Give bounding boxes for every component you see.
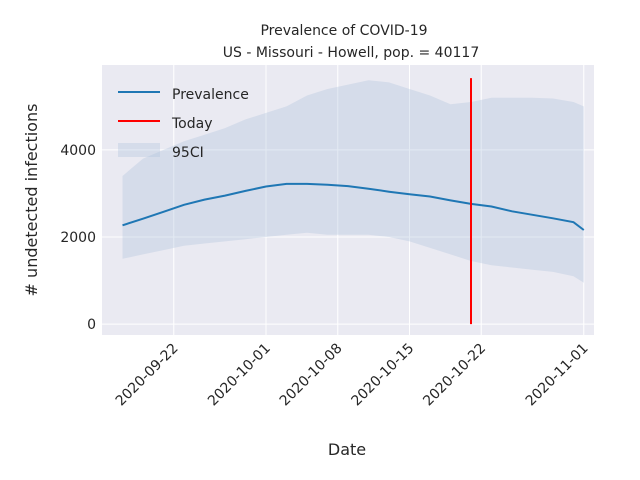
prevalence-line bbox=[122, 182, 585, 231]
confidence-band-layer bbox=[122, 80, 584, 283]
y-tick-label: 4000 bbox=[60, 143, 96, 159]
x-tick-label: 2020-10-15 bbox=[348, 341, 417, 410]
legend: Prevalence Today 95CI bbox=[118, 87, 249, 161]
y-tick-label: 0 bbox=[87, 317, 96, 333]
legend-95ci-swatch bbox=[118, 143, 160, 157]
x-tick-label: 2020-09-22 bbox=[113, 341, 182, 410]
y-axis-label: # undetected infections bbox=[22, 104, 41, 297]
y-tick-label: 2000 bbox=[60, 230, 96, 246]
x-tick-label: 2020-11-01 bbox=[523, 341, 592, 410]
grid bbox=[102, 65, 594, 335]
legend-today-label: Today bbox=[171, 116, 213, 132]
y-tick-labels: 0 2000 4000 bbox=[60, 143, 96, 333]
x-tick-label: 2020-10-01 bbox=[205, 341, 274, 410]
legend-prevalence-label: Prevalence bbox=[172, 87, 249, 103]
plot-background bbox=[102, 65, 594, 335]
chart-title: Prevalence of COVID-19 bbox=[260, 23, 427, 39]
x-tick-labels: 2020-09-22 2020-10-01 2020-10-08 2020-10-15… bbox=[113, 341, 592, 410]
confidence-band bbox=[122, 80, 584, 283]
x-axis-label: Date bbox=[328, 440, 366, 459]
x-tick-label: 2020-10-08 bbox=[277, 341, 346, 410]
prevalence-line-layer bbox=[122, 182, 585, 231]
chart-subtitle: US - Missouri - Howell, pop. = 40117 bbox=[223, 45, 479, 61]
legend-95ci-label: 95CI bbox=[172, 145, 204, 161]
x-tick-label: 2020-10-22 bbox=[420, 341, 489, 410]
